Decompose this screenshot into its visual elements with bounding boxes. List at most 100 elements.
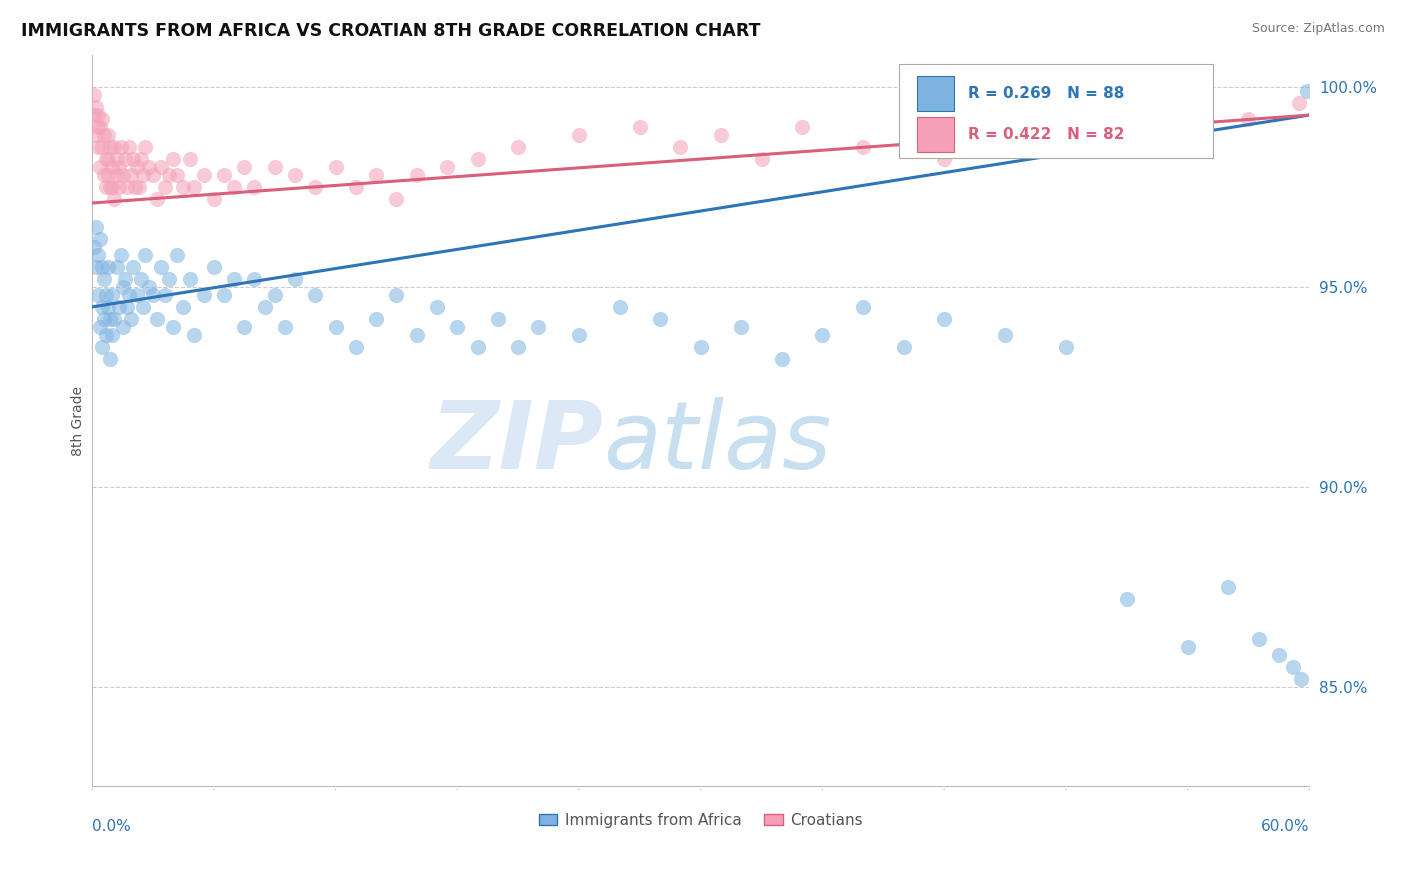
Point bbox=[426, 300, 449, 314]
Point bbox=[650, 312, 672, 326]
Point bbox=[467, 152, 489, 166]
Point bbox=[385, 192, 408, 206]
Point bbox=[1216, 580, 1239, 594]
Point bbox=[224, 272, 246, 286]
Point bbox=[628, 120, 651, 134]
Point bbox=[568, 128, 591, 142]
Point bbox=[115, 300, 138, 314]
Point bbox=[87, 140, 110, 154]
Point bbox=[486, 312, 509, 326]
Point bbox=[385, 288, 408, 302]
Point bbox=[91, 140, 114, 154]
Point bbox=[304, 288, 326, 302]
Point bbox=[233, 319, 256, 334]
Point bbox=[710, 128, 733, 142]
Point bbox=[105, 168, 128, 182]
Point bbox=[1282, 659, 1305, 673]
Point bbox=[115, 180, 138, 194]
Point bbox=[96, 288, 118, 302]
Point bbox=[1268, 648, 1291, 662]
Point bbox=[1095, 140, 1118, 154]
Point bbox=[129, 152, 152, 166]
Point bbox=[325, 160, 347, 174]
Point bbox=[97, 260, 120, 274]
Point bbox=[790, 120, 813, 134]
Point bbox=[100, 351, 122, 366]
Point bbox=[166, 248, 188, 262]
Point bbox=[83, 240, 105, 254]
Point bbox=[1288, 96, 1310, 111]
Point bbox=[1247, 632, 1270, 646]
Point bbox=[233, 160, 256, 174]
Point bbox=[134, 248, 156, 262]
Point bbox=[93, 168, 115, 182]
Point bbox=[105, 260, 128, 274]
Point bbox=[124, 180, 146, 194]
Point bbox=[97, 152, 120, 166]
Text: 60.0%: 60.0% bbox=[1261, 820, 1309, 834]
Point bbox=[689, 340, 711, 354]
Point bbox=[446, 319, 468, 334]
Point bbox=[157, 272, 180, 286]
Point bbox=[103, 312, 125, 326]
Point bbox=[83, 108, 105, 122]
Point bbox=[121, 260, 143, 274]
Point bbox=[93, 312, 115, 326]
Point bbox=[467, 340, 489, 354]
Legend: Immigrants from Africa, Croatians: Immigrants from Africa, Croatians bbox=[533, 806, 869, 834]
Point bbox=[111, 280, 134, 294]
Point bbox=[155, 288, 177, 302]
Point bbox=[84, 100, 107, 114]
Point bbox=[193, 288, 215, 302]
Point bbox=[107, 300, 129, 314]
Point bbox=[994, 327, 1017, 342]
Point bbox=[89, 160, 111, 174]
Point bbox=[125, 288, 148, 302]
Point bbox=[100, 180, 122, 194]
Point bbox=[405, 168, 427, 182]
Point bbox=[111, 319, 134, 334]
Point bbox=[224, 180, 246, 194]
Point bbox=[93, 128, 115, 142]
Point bbox=[120, 168, 142, 182]
Point bbox=[284, 168, 307, 182]
Point bbox=[84, 260, 107, 274]
Y-axis label: 8th Grade: 8th Grade bbox=[72, 386, 86, 456]
Point bbox=[87, 120, 110, 134]
Point bbox=[146, 312, 169, 326]
Point bbox=[150, 160, 173, 174]
Point bbox=[179, 272, 201, 286]
Point bbox=[89, 319, 111, 334]
Point bbox=[96, 180, 118, 194]
Point bbox=[1177, 640, 1199, 654]
Point bbox=[100, 312, 122, 326]
Point bbox=[132, 300, 155, 314]
Point bbox=[183, 327, 205, 342]
Text: 0.0%: 0.0% bbox=[93, 820, 131, 834]
Point bbox=[1289, 672, 1312, 686]
Point bbox=[166, 168, 188, 182]
Point bbox=[118, 140, 141, 154]
Point bbox=[97, 128, 120, 142]
Point bbox=[1237, 112, 1260, 127]
Point bbox=[162, 152, 184, 166]
Point bbox=[87, 248, 110, 262]
Point bbox=[852, 300, 875, 314]
Point bbox=[730, 319, 752, 334]
Point bbox=[101, 160, 124, 174]
Point bbox=[96, 152, 118, 166]
Point bbox=[1054, 340, 1077, 354]
Point bbox=[111, 168, 134, 182]
Point bbox=[125, 160, 148, 174]
Point bbox=[84, 128, 107, 142]
Point bbox=[1014, 128, 1036, 142]
Point bbox=[118, 288, 141, 302]
Point bbox=[852, 140, 875, 154]
Point bbox=[669, 140, 692, 154]
Point bbox=[162, 319, 184, 334]
Point bbox=[101, 327, 124, 342]
Point bbox=[97, 168, 120, 182]
FancyBboxPatch shape bbox=[898, 64, 1213, 158]
Text: IMMIGRANTS FROM AFRICA VS CROATIAN 8TH GRADE CORRELATION CHART: IMMIGRANTS FROM AFRICA VS CROATIAN 8TH G… bbox=[21, 22, 761, 40]
Point bbox=[146, 192, 169, 206]
